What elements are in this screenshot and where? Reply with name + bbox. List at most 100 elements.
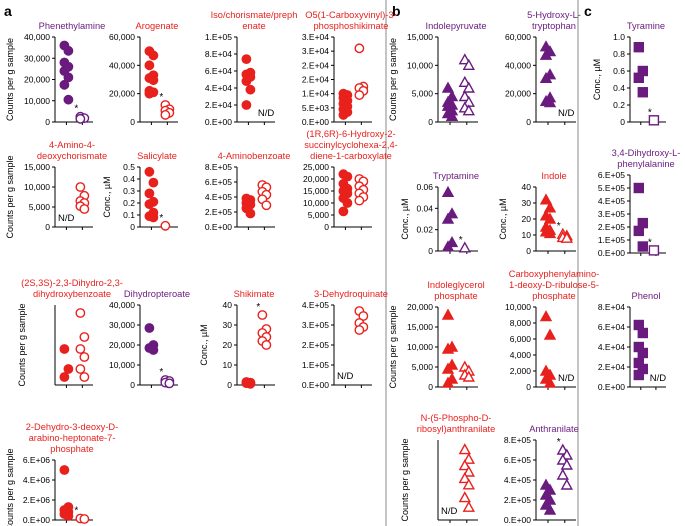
y-tick-label: 0	[130, 117, 135, 127]
data-point-filled	[144, 88, 155, 99]
y-tick-label: 6.E+04	[205, 66, 232, 76]
chart-title-line: phosphate	[50, 444, 93, 454]
chart-title-line: phosphate	[434, 291, 477, 301]
y-axis-label: Counts per g sample	[17, 303, 27, 386]
subplots: Phenethylamine 0 10,000 20,000 30,000 40,000 C…	[5, 10, 680, 526]
significance-star: *	[557, 221, 561, 232]
data-point-filled	[63, 511, 74, 521]
data-point-open	[462, 465, 475, 477]
data-point-filled	[633, 42, 644, 53]
y-axis-label: Counts per g sample	[5, 155, 15, 238]
chart-title-line: succinylcyclohexa-2,4-	[304, 140, 398, 150]
y-tick-label: 0	[526, 117, 531, 127]
y-tick-label: 25,000	[303, 162, 329, 172]
chart-title-line: Salicylate	[137, 151, 177, 161]
y-tick-label: 1.E+04	[302, 89, 329, 99]
not-detected-label: N/D	[58, 213, 75, 224]
significance-star: *	[648, 107, 652, 118]
subplot-1: Arogenate 0 20,000 40,000 60,000 *	[109, 21, 178, 127]
y-tick-label: 2.E+05	[205, 207, 232, 217]
y-tick-label: 30	[223, 320, 233, 330]
y-tick-label: 0	[428, 117, 433, 127]
y-tick-label: 30	[522, 198, 532, 208]
data-point-filled	[338, 206, 349, 217]
y-tick-label: 0.E+00	[598, 382, 625, 392]
y-tick-label: 6.E+05	[205, 177, 232, 187]
y-tick-label: 10,000	[407, 60, 433, 70]
data-point-open	[556, 468, 569, 480]
chart-title-line: (2S,3S)-2,3-Dihydro-2,3-	[21, 278, 123, 288]
y-axis-label: Conc., µM	[102, 176, 112, 217]
y-tick-label: 0	[45, 222, 50, 232]
y-tick-label: 15,000	[407, 32, 433, 42]
data-point-filled	[245, 378, 256, 389]
y-tick-label: 0.E+00	[205, 117, 232, 127]
y-tick-label: 0.02	[416, 225, 433, 235]
y-axis-label: Counts per g sample	[400, 438, 410, 521]
data-point-filled	[633, 182, 644, 194]
chart-title-line: O5(1-Carboxyvinyl)-3-	[305, 10, 396, 20]
data-point-filled	[637, 347, 648, 359]
not-detected-label: N/D	[650, 373, 667, 384]
subplot-21: Tyramine 0 0.2 0.4 0.6 0.8 1.0 Conc., µM *	[592, 21, 666, 127]
data-point-filled	[441, 81, 455, 93]
y-tick-label: 4.E+04	[598, 342, 625, 352]
data-point-open	[560, 231, 573, 243]
significance-star: *	[74, 104, 78, 115]
y-tick-label: 4.E+05	[598, 196, 625, 206]
y-tick-label: 5,000	[412, 89, 434, 99]
chart-title-line: Arogenate	[136, 21, 179, 31]
data-point-open	[354, 325, 365, 335]
significance-star: *	[159, 367, 163, 378]
chart-title-line: tryptophan	[532, 21, 576, 31]
data-point-filled	[543, 376, 557, 388]
data-point-filled	[144, 166, 155, 177]
y-axis-label: Conc., µM	[400, 198, 410, 239]
y-tick-label: 2,000	[510, 366, 532, 376]
data-point-open	[648, 245, 660, 256]
y-tick-label: 6.E+05	[598, 170, 625, 180]
data-point-open	[462, 104, 475, 116]
subplot-15: Tryptamine 0 0.02 0.04 0.06 Conc., µM *	[400, 171, 479, 256]
y-tick-label: 10,000	[24, 182, 50, 192]
data-point-filled	[241, 100, 252, 110]
y-tick-label: 1.E+05	[598, 235, 625, 245]
data-point-open	[648, 115, 660, 126]
y-tick-label: 10,000	[24, 96, 50, 106]
data-point-open	[354, 90, 365, 100]
data-point-filled	[543, 503, 557, 515]
y-tick-label: 0	[227, 380, 232, 390]
significance-star: *	[74, 506, 78, 517]
subplot-18: Carboxyphenylamino-1-deoxy-D-ribulose-5-…	[505, 269, 599, 392]
data-point-filled	[148, 177, 159, 188]
subplot-4: 4-Amino-4-deoxychorismate 0 5,000 10,000 15,…	[5, 140, 107, 239]
y-tick-label: 4.E+05	[205, 192, 232, 202]
data-point-open	[79, 332, 90, 342]
data-point-filled	[539, 310, 553, 322]
y-tick-label: 10,000	[303, 198, 329, 208]
subplot-23: Phenol 0.E+00 2.E+04 4.E+04 6.E+04 8.E+04 N/D	[598, 291, 666, 392]
y-tick-label: 2.E+06	[23, 495, 50, 505]
y-tick-label: 40,000	[109, 60, 135, 70]
significance-star: *	[557, 437, 561, 448]
chart-title-line: Anthranilate	[529, 424, 579, 434]
chart-title-line: Indolepyruvate	[426, 21, 487, 31]
chart-title-line: phosphate	[532, 291, 575, 301]
y-tick-label: 15,000	[24, 162, 50, 172]
data-point-filled	[441, 240, 455, 252]
y-tick-label: 20,000	[109, 89, 135, 99]
chart-title-line: N-(5-Phospho-D-	[421, 413, 492, 423]
y-tick-label: 20	[522, 214, 532, 224]
chart-title-line: Indoleglycerol	[427, 280, 484, 290]
y-tick-label: 0.4	[123, 174, 135, 184]
data-point-filled	[63, 45, 74, 56]
chart-title-line: 1-deoxy-D-ribulose-5-	[509, 280, 599, 290]
not-detected-label: N/D	[558, 108, 575, 119]
y-tick-label: 0.04	[416, 203, 433, 213]
significance-star: *	[159, 92, 163, 103]
data-point-open	[462, 58, 475, 71]
data-point-open	[160, 220, 171, 231]
data-point-filled	[342, 171, 353, 182]
y-tick-label: 0	[45, 117, 50, 127]
